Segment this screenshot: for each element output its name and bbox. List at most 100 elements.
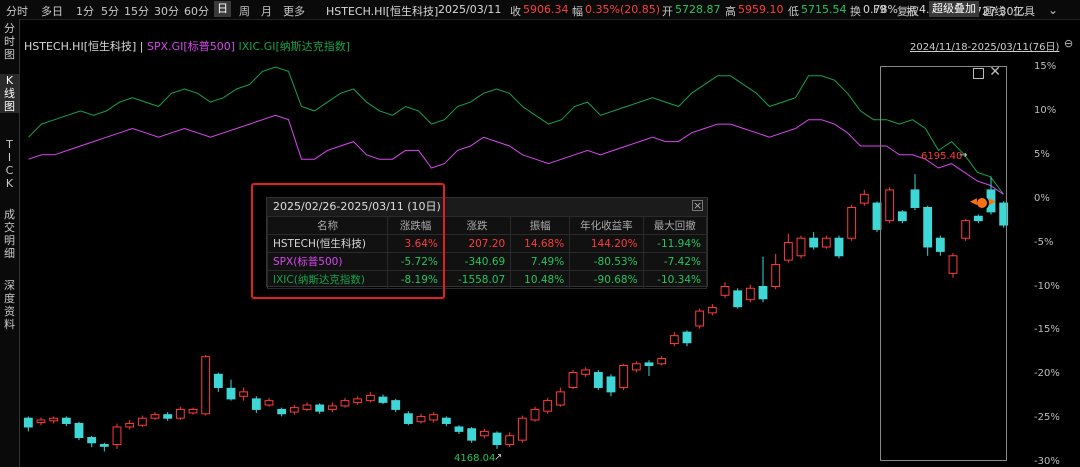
candle (467, 426, 477, 443)
sidebar-item-profile[interactable]: 深 度 资 料 (4, 279, 15, 331)
candle (340, 398, 350, 408)
candle (897, 210, 907, 224)
high-value: 5959.10 (738, 3, 784, 16)
period-tab-more[interactable]: 更多 (283, 5, 305, 18)
candle (619, 363, 629, 391)
candle (834, 235, 844, 259)
col-drawdown: 最大回撤 (642, 216, 708, 235)
candle (885, 187, 895, 224)
series-legend: HSTECH.HI[恒生科技] | SPX.GI[标普500] IXIC.GI[… (24, 38, 350, 54)
row-chg: -340.69 (442, 252, 512, 271)
y-tick-label: -25% (1034, 412, 1060, 424)
sidebar-item-tick[interactable]: T I C K (5, 138, 14, 190)
sidebar-item-intraday[interactable]: 分 时 图 (4, 22, 15, 61)
turnover-label: 换 (850, 5, 861, 18)
candle (530, 406, 540, 422)
candle (365, 391, 375, 403)
dropdown-circle-icon[interactable]: ⌄ (1048, 3, 1059, 17)
candle (555, 387, 565, 407)
period-tab-weekly[interactable]: 周 (239, 5, 250, 18)
legend-separator: | (139, 40, 144, 53)
candle (682, 330, 692, 347)
period-tab-1min[interactable]: 1分 (76, 5, 94, 18)
candle (87, 435, 97, 448)
candle (264, 398, 274, 407)
period-tab-5min[interactable]: 5分 (101, 5, 119, 18)
period-tab-monthly[interactable]: 月 (261, 5, 272, 18)
popup-close-icon[interactable]: × (692, 199, 703, 212)
candle (479, 428, 489, 439)
y-tick-label: 0% (1034, 192, 1050, 204)
period-tab-15min[interactable]: 15分 (124, 5, 149, 18)
view-sidebar: 分 时 图 K 线 图 T I C K 成 交 明 细 深 度 资 料 (0, 19, 20, 467)
candle (935, 235, 945, 256)
candle (859, 189, 869, 206)
table-row: SPX(标普500) -5.72% -340.69 7.49% -80.53% … (266, 252, 708, 271)
sidebar-item-trades[interactable]: 成 交 明 细 (4, 208, 15, 260)
candle (745, 284, 755, 303)
row-amp: 10.48% (510, 270, 571, 289)
y-tick-label: -30% (1034, 456, 1060, 467)
y-tick-label: 5% (1034, 148, 1050, 160)
candle (315, 403, 325, 414)
table-header-row: 名称 涨跌幅 涨跌 振幅 年化收益率 最大回撤 (266, 216, 708, 235)
amount-value: 727.30亿 (975, 5, 1025, 18)
adjust-button[interactable]: 复权 (897, 5, 919, 18)
row-annual: -90.68% (569, 270, 644, 289)
candle (492, 431, 502, 449)
remove-overlay-icon[interactable]: ⊖ (1064, 37, 1074, 50)
period-tab-60min[interactable]: 60分 (184, 5, 209, 18)
row-drawdown: -11.94% (642, 234, 708, 253)
candle (226, 379, 236, 401)
close-label: 收 (510, 5, 521, 18)
series-line-spx (28, 114, 1004, 195)
draw-line-button[interactable]: 画线 (983, 5, 1005, 18)
candle (125, 419, 135, 430)
range-stats-popup: 2025/02/26-2025/03/11 (10日) × 名称 涨跌幅 涨跌 … (266, 197, 708, 289)
candle (783, 233, 793, 263)
current-price-marker-icon[interactable] (975, 196, 989, 210)
row-amp: 14.68% (510, 234, 571, 253)
f9-button[interactable]: F9 (873, 3, 887, 16)
amplitude-label: 振 (906, 5, 917, 18)
candle (175, 406, 185, 420)
candle (707, 304, 717, 316)
super-overlay-button[interactable]: 超级叠加 (929, 1, 979, 17)
candle (454, 425, 464, 435)
candle (517, 415, 527, 443)
range-selection-box[interactable]: ✕ (880, 64, 1007, 461)
maximize-icon[interactable] (973, 68, 984, 79)
period-tab-daily[interactable]: 日 (214, 1, 231, 17)
candle (403, 411, 413, 426)
candle (644, 360, 654, 377)
symbol-name: HSTECH.HI[恒生科技] (326, 5, 439, 18)
candle (593, 369, 603, 391)
marker-left-arrow-icon: ◀ (970, 197, 977, 207)
candle (23, 416, 33, 432)
candle (581, 367, 591, 377)
candle (568, 369, 578, 390)
candle (137, 415, 147, 427)
y-tick-label: -15% (1034, 324, 1060, 336)
period-tab-multiday[interactable]: 多日 (41, 5, 63, 18)
candle (327, 402, 337, 413)
period-tab-30min[interactable]: 30分 (154, 5, 179, 18)
close-icon[interactable]: ✕ (989, 64, 1001, 80)
period-tab-intraday[interactable]: 分时 (6, 5, 28, 18)
candle (771, 254, 781, 290)
candle (720, 282, 730, 298)
low-label: 低 (788, 5, 799, 18)
candle (441, 416, 451, 427)
candle (213, 372, 223, 392)
date-range[interactable]: 2024/11/18-2025/03/11(76日) (910, 42, 1060, 53)
candle (61, 416, 71, 427)
col-chg: 涨跌 (442, 216, 512, 235)
low-annotation: 4168.04 (454, 453, 496, 464)
candle (733, 288, 743, 309)
candle (669, 332, 679, 347)
candle (948, 253, 958, 278)
tools-button[interactable]: 工具 (1013, 5, 1035, 18)
sidebar-item-kline[interactable]: K 线 图 (0, 74, 19, 113)
col-amp: 振幅 (510, 216, 571, 235)
